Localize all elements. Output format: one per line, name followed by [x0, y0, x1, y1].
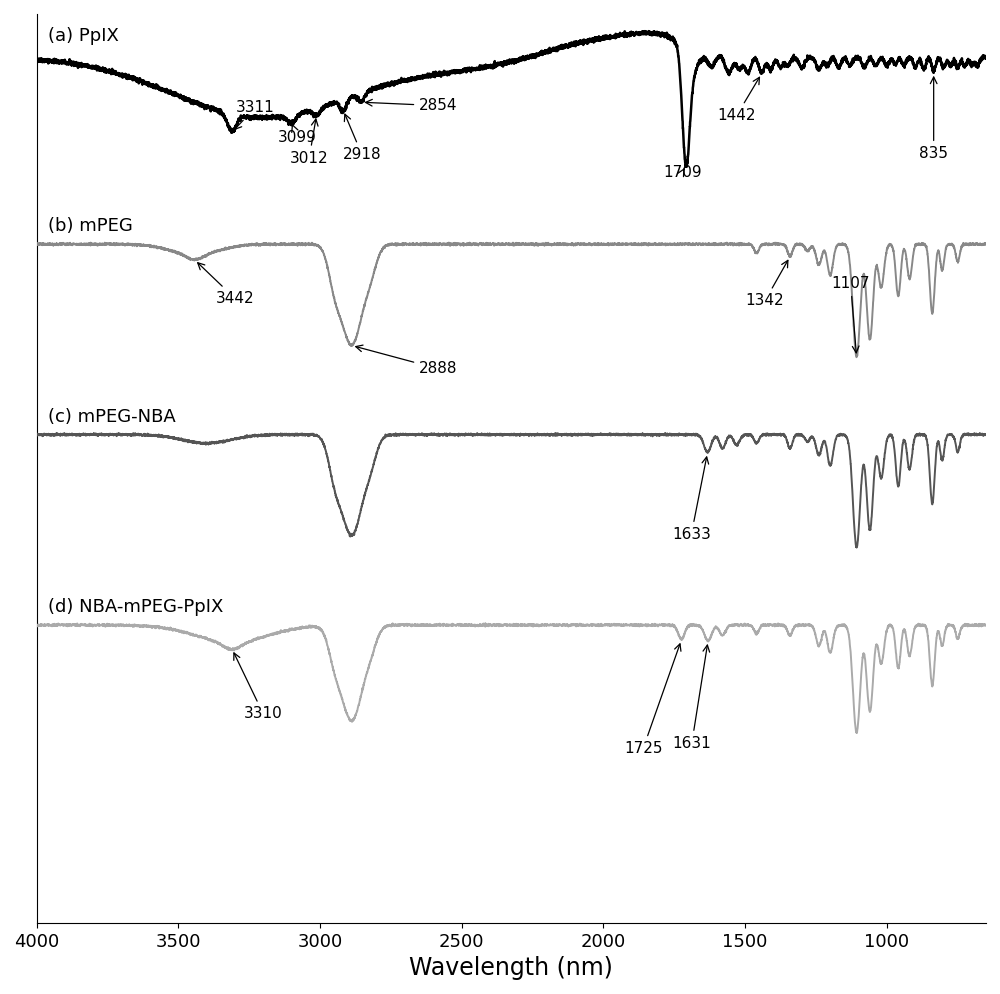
Text: 2918: 2918: [343, 114, 381, 162]
Text: 3012: 3012: [290, 119, 328, 166]
Text: 1107: 1107: [831, 276, 870, 353]
Text: 3310: 3310: [234, 653, 283, 722]
Text: 835: 835: [919, 77, 948, 161]
Text: 1709: 1709: [663, 165, 702, 180]
Text: (b) mPEG: (b) mPEG: [48, 218, 133, 236]
X-axis label: Wavelength (nm): Wavelength (nm): [409, 956, 613, 980]
Text: (c) mPEG-NBA: (c) mPEG-NBA: [48, 408, 176, 426]
Text: 2888: 2888: [356, 345, 458, 377]
Text: 3311: 3311: [235, 100, 274, 129]
Text: 1725: 1725: [624, 644, 681, 756]
Text: 2854: 2854: [366, 98, 458, 113]
Text: (a) PpIX: (a) PpIX: [48, 27, 119, 45]
Text: 1342: 1342: [746, 260, 788, 308]
Text: 1631: 1631: [672, 645, 711, 750]
Text: 1633: 1633: [672, 457, 711, 542]
Text: 1442: 1442: [717, 78, 759, 123]
Text: (d) NBA-mPEG-PpIX: (d) NBA-mPEG-PpIX: [48, 598, 223, 616]
Text: 3099: 3099: [278, 124, 317, 145]
Text: 3442: 3442: [198, 262, 254, 306]
